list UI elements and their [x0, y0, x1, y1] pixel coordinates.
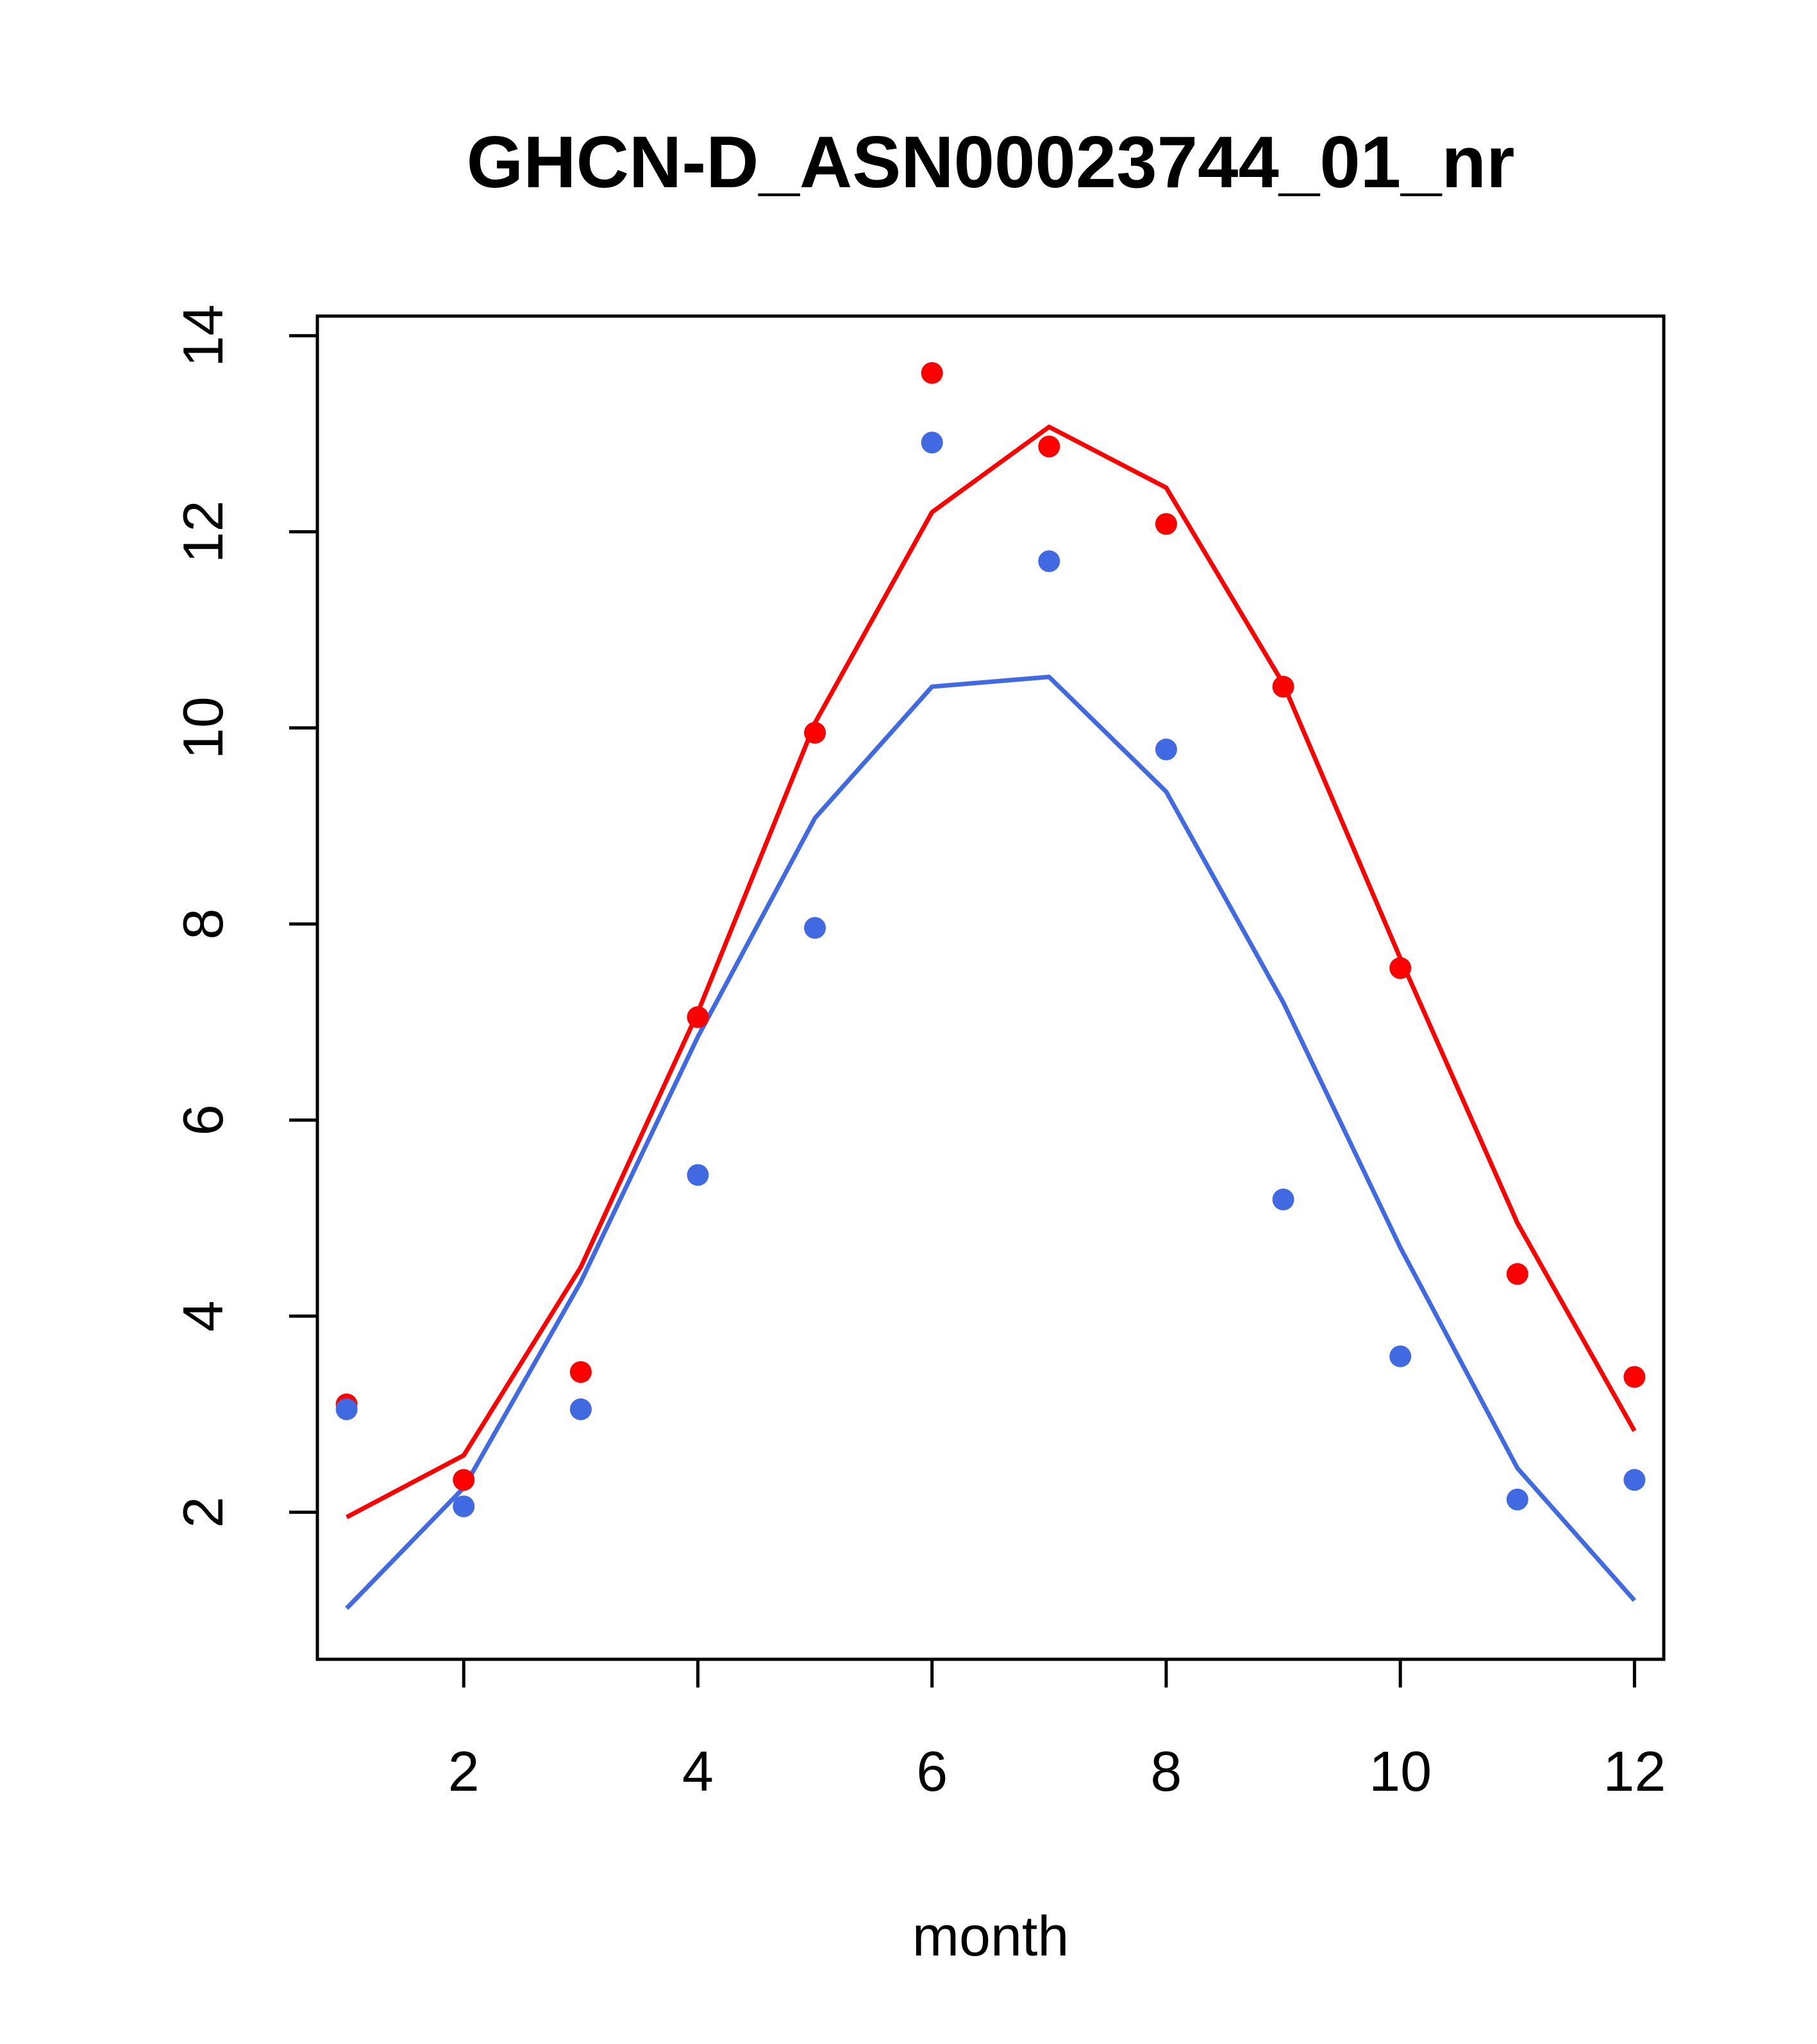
series-2-point — [921, 431, 943, 454]
x-tick-label: 8 — [1150, 1739, 1182, 1803]
series-2-point — [804, 917, 826, 939]
series-2-point — [1389, 1345, 1412, 1368]
y-tick-label: 14 — [171, 305, 235, 367]
y-axis: 2 4 6 8 10 12 14 — [171, 305, 319, 1528]
series-2-point — [335, 1398, 358, 1421]
plot-area — [335, 362, 1646, 1610]
series-1-point — [569, 1361, 592, 1383]
plot-frame — [315, 314, 1666, 1661]
series-1-point — [1272, 676, 1294, 698]
series-1-point — [1389, 957, 1412, 979]
series-1-line — [346, 424, 1637, 1520]
series-2-line — [345, 674, 1636, 1610]
series-1-point — [687, 1006, 709, 1028]
y-tick-label: 6 — [171, 1104, 235, 1135]
x-axis: 2 4 6 8 10 12 — [448, 1657, 1666, 1803]
series-2-point — [1506, 1488, 1528, 1511]
series-2-point — [687, 1164, 709, 1186]
series-1-point — [921, 362, 943, 384]
x-axis-label: month — [912, 1904, 1069, 1968]
series-1-point — [1506, 1263, 1528, 1286]
x-tick-label: 4 — [682, 1739, 714, 1803]
series-2-point — [453, 1495, 475, 1518]
series-2-point — [1623, 1469, 1646, 1491]
x-tick-label: 10 — [1369, 1739, 1432, 1803]
series-2-point — [1038, 550, 1060, 573]
x-tick-label: 6 — [916, 1739, 948, 1803]
series-1-point — [1155, 513, 1177, 535]
y-tick-label: 10 — [171, 696, 235, 759]
series-1-point — [1623, 1366, 1646, 1388]
x-tick-label: 2 — [448, 1739, 480, 1803]
x-tick-label: 12 — [1603, 1739, 1666, 1803]
series-2-point — [1155, 738, 1177, 760]
y-tick-label: 8 — [171, 909, 235, 940]
y-tick-label: 12 — [171, 500, 235, 563]
series-1-point — [1038, 435, 1060, 458]
chart-title: GHCN-D_ASN00023744_01_nr — [467, 122, 1515, 203]
series-1-point — [453, 1469, 475, 1491]
series-2-point — [569, 1398, 592, 1421]
y-tick-label: 4 — [171, 1300, 235, 1332]
series-2-point — [1272, 1188, 1294, 1210]
series-1-point — [804, 721, 826, 744]
y-tick-label: 2 — [171, 1496, 235, 1528]
